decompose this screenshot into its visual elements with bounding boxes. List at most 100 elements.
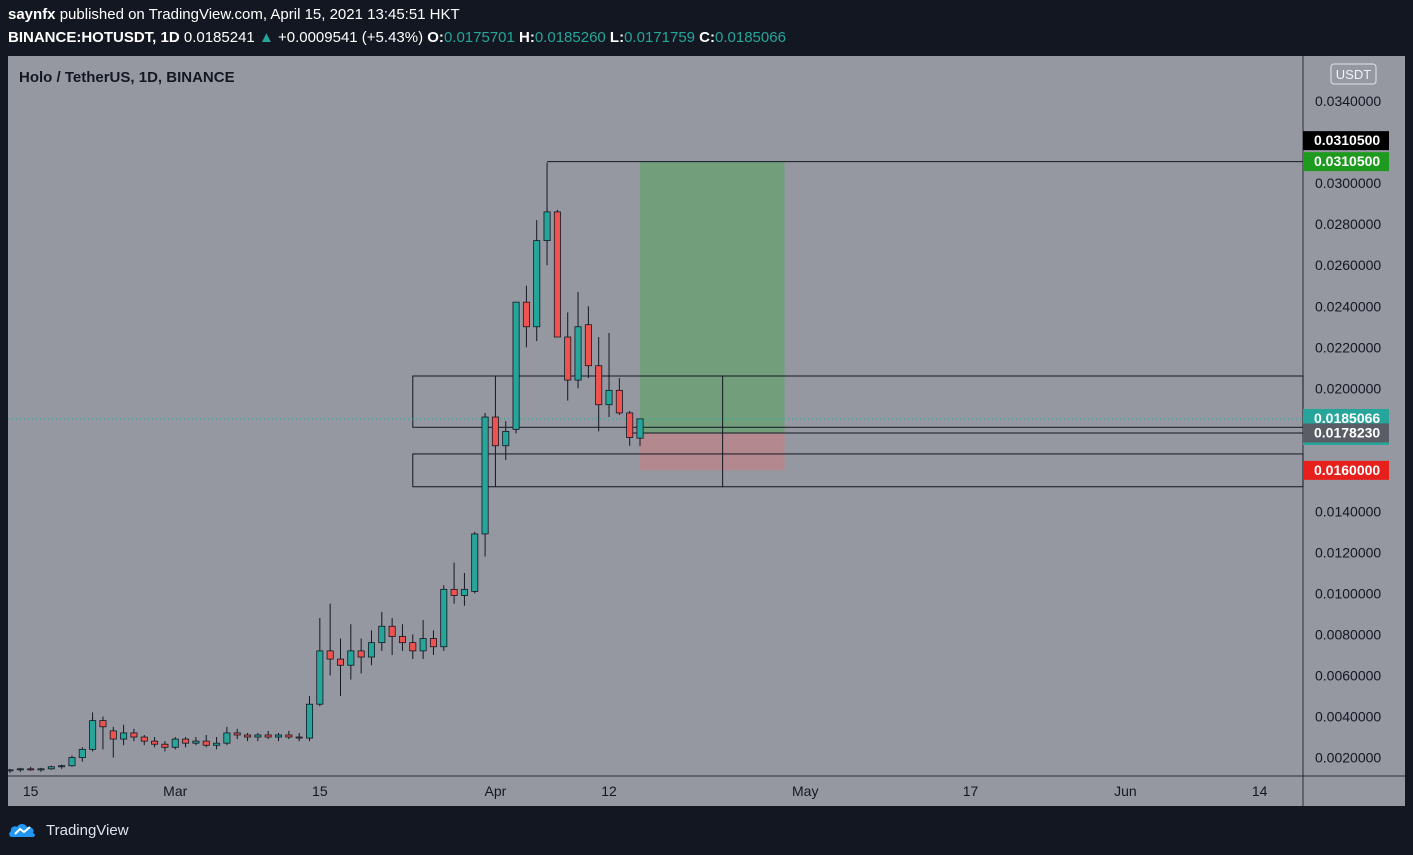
- candle-body: [388, 625, 396, 637]
- candle-body: [275, 734, 283, 738]
- candle-body: [47, 766, 55, 770]
- x-tick-label: Apr: [485, 783, 507, 799]
- y-tick-label: 0.0200000: [1315, 380, 1381, 396]
- open-label: O:: [427, 29, 444, 46]
- candle-body: [440, 588, 448, 648]
- x-tick-label: May: [792, 783, 818, 799]
- tradingview-brand: TradingView: [46, 821, 129, 839]
- currency-button[interactable]: [1330, 63, 1377, 85]
- candle-body: [450, 588, 458, 596]
- price-label-box: [1303, 460, 1389, 480]
- candle-body: [357, 650, 365, 658]
- price-label-text: 0.0310500: [1314, 153, 1380, 169]
- candle-body: [213, 742, 221, 746]
- candle-body: [336, 658, 344, 666]
- y-tick-label: 0.0020000: [1315, 750, 1381, 766]
- y-tick-label: 0.0100000: [1315, 585, 1381, 601]
- candle-body: [543, 211, 551, 242]
- currency-label: USDT: [1336, 67, 1371, 82]
- candle-body: [636, 418, 644, 439]
- y-tick-label: 0.0060000: [1315, 667, 1381, 683]
- candle-body: [419, 638, 427, 652]
- candle-body: [161, 743, 169, 748]
- candle-body: [316, 650, 324, 705]
- last-price: 0.0185241: [183, 29, 255, 46]
- candle-body: [584, 324, 592, 367]
- candle-body: [574, 326, 582, 381]
- stop-zone: [640, 433, 785, 471]
- ohlc-line: BINANCE:HOTUSDT, 1D 0.0185241 ▲ +0.00095…: [8, 29, 786, 46]
- x-tick-label: 17: [963, 783, 979, 799]
- y-tick-label: 0.0080000: [1315, 626, 1381, 642]
- y-tick-label: 0.0040000: [1315, 709, 1381, 725]
- candle-body: [378, 625, 386, 644]
- x-tick-label: 15: [312, 783, 328, 799]
- price-label-box: [1303, 423, 1389, 443]
- published-text: published on TradingView.com, April 15, …: [59, 6, 460, 23]
- candle-body: [605, 389, 613, 406]
- candle-body: [27, 768, 35, 771]
- candle-body: [140, 736, 148, 742]
- low-label: L:: [609, 29, 625, 46]
- y-tick-label: 0.0300000: [1315, 175, 1381, 191]
- candle-body: [595, 365, 603, 406]
- x-tick-label: 15: [23, 783, 39, 799]
- price-label-text: 0.0178230: [1314, 424, 1380, 440]
- candle-body: [502, 430, 510, 447]
- candle-body: [233, 732, 241, 736]
- publisher-name[interactable]: saynfx: [8, 6, 56, 23]
- candle-body: [553, 211, 561, 338]
- chart-title: Holo / TetherUS, 1D, BINANCE: [19, 69, 235, 86]
- candle-body: [202, 740, 210, 746]
- candle-body: [99, 720, 107, 728]
- candle-body: [254, 734, 262, 738]
- y-tick-label: 0.0340000: [1315, 93, 1381, 109]
- close-value: 0.0185066: [715, 29, 786, 46]
- candle-body: [522, 301, 530, 328]
- price-label-text: 0.0185066: [1314, 410, 1380, 426]
- candle-body: [130, 732, 138, 738]
- candle-body: [615, 389, 623, 414]
- candle-body: [120, 732, 128, 740]
- candle-body: [285, 734, 293, 738]
- candle-body: [6, 769, 14, 772]
- candle-body: [326, 650, 334, 660]
- candle-body: [182, 738, 190, 744]
- price-label-box: [1303, 131, 1389, 151]
- price-labels: 0.03105000.03105000.018506618:14:100.017…: [1303, 131, 1389, 480]
- candle-body: [151, 740, 159, 745]
- open-value: 0.0175701: [443, 29, 515, 46]
- resistance-box: [412, 375, 1304, 428]
- candle-body: [58, 765, 66, 768]
- candle-body: [347, 650, 355, 666]
- candle-body: [481, 416, 489, 535]
- candle-body: [244, 734, 252, 738]
- high-label: H:: [519, 29, 535, 46]
- y-tick-label: 0.0120000: [1315, 544, 1381, 560]
- price-label-box: [1303, 152, 1389, 172]
- x-tick-label: 12: [601, 783, 617, 799]
- x-tick-label: Mar: [163, 783, 187, 799]
- symbol-label: BINANCE:HOTUSDT, 1D: [8, 29, 180, 46]
- time-axis[interactable]: [8, 776, 1405, 806]
- up-arrow-icon: ▲: [258, 29, 274, 46]
- candle-body: [460, 588, 468, 596]
- tradingview-logo[interactable]: TradingView: [8, 820, 129, 840]
- candle-body: [68, 757, 76, 767]
- tradingview-cloud-icon: [9, 824, 35, 837]
- publish-info: saynfx published on TradingView.com, Apr…: [8, 6, 460, 23]
- candle-body: [223, 732, 231, 744]
- candle-body: [367, 642, 375, 658]
- y-tick-label: 0.0140000: [1315, 503, 1381, 519]
- candle-body: [398, 636, 406, 644]
- candle-body: [16, 768, 24, 771]
- target-zone: [640, 161, 785, 434]
- candle-body: [37, 768, 45, 771]
- candle-body: [429, 638, 437, 648]
- candle-body: [564, 336, 572, 381]
- x-tick-label: 14: [1252, 783, 1268, 799]
- candle-body: [78, 748, 86, 758]
- change-value: +0.0009541 (+5.43%): [277, 29, 424, 46]
- candle-body: [264, 734, 272, 738]
